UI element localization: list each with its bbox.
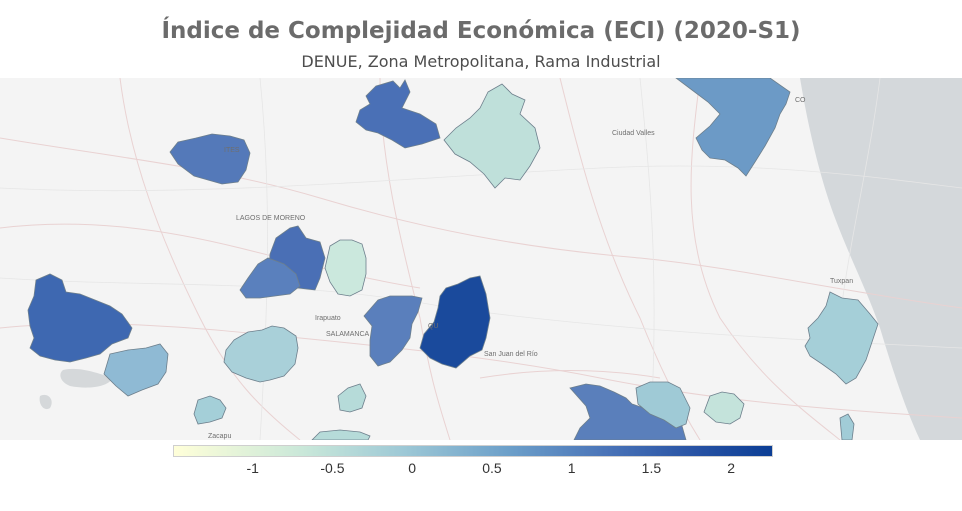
label-salamanca: SALAMANCA — [326, 331, 370, 338]
colorbar-tick-1: -0.5 — [320, 460, 345, 476]
sea-area — [800, 78, 962, 440]
colorbar-tick-6: 2 — [727, 460, 736, 476]
chart-title: Índice de Complejidad Económica (ECI) (2… — [161, 18, 801, 44]
label-lagos-de-moreno: LAGOS DE MORENO — [236, 215, 306, 222]
label-ites: ITES — [224, 147, 240, 154]
regions-layer[interactable] — [27, 78, 879, 440]
region-southwest[interactable] — [103, 343, 169, 397]
lake-small — [39, 394, 52, 410]
colorbar-tick-0: -1 — [246, 460, 259, 476]
region-tulancingo[interactable] — [703, 391, 745, 425]
map-canvas[interactable]: Ciudad Valles LAGOS DE MORENO Tuxpan Ira… — [0, 78, 962, 440]
colorbar-tick-5: 1.5 — [641, 460, 662, 476]
label-qu: QU — [428, 323, 439, 330]
region-ites[interactable] — [169, 133, 251, 185]
place-labels: Ciudad Valles LAGOS DE MORENO Tuxpan Ira… — [208, 97, 853, 440]
region-queretaro[interactable] — [419, 275, 491, 369]
region-guanajuato-south[interactable] — [239, 257, 301, 299]
region-pachuca[interactable] — [635, 381, 691, 429]
label-irapuato: Irapuato — [315, 315, 341, 322]
region-irapuato-south[interactable] — [223, 325, 299, 383]
label-ciudad-valles: Ciudad Valles — [612, 130, 655, 137]
region-tuxpan[interactable] — [804, 291, 879, 385]
colorbar-tick-2: 0 — [408, 460, 417, 476]
label-zacapu: Zacapu — [208, 433, 231, 440]
choropleth-map[interactable]: Ciudad Valles LAGOS DE MORENO Tuxpan Ira… — [0, 78, 962, 440]
region-celaya[interactable] — [363, 295, 423, 367]
lake-chapala — [60, 368, 112, 388]
region-morelia[interactable] — [337, 383, 367, 413]
label-co: CO — [795, 97, 806, 104]
region-center[interactable] — [324, 239, 367, 297]
region-zacapu[interactable] — [193, 395, 227, 425]
colorbar — [173, 445, 773, 457]
label-san-juan-del-rio: San Juan del Río — [484, 351, 538, 358]
region-south[interactable] — [839, 413, 855, 440]
colorbar-tick-4: 1 — [567, 460, 576, 476]
chart-subtitle: DENUE, Zona Metropolitana, Rama Industri… — [301, 52, 661, 71]
colorbar-tick-3: 0.5 — [482, 460, 502, 476]
region-morelia-south[interactable] — [311, 429, 371, 440]
region-valles-costa[interactable] — [675, 78, 791, 177]
region-north[interactable] — [443, 83, 541, 189]
region-west[interactable] — [27, 273, 133, 363]
region-north-center[interactable] — [355, 79, 441, 149]
label-tuxpan: Tuxpan — [830, 278, 853, 285]
